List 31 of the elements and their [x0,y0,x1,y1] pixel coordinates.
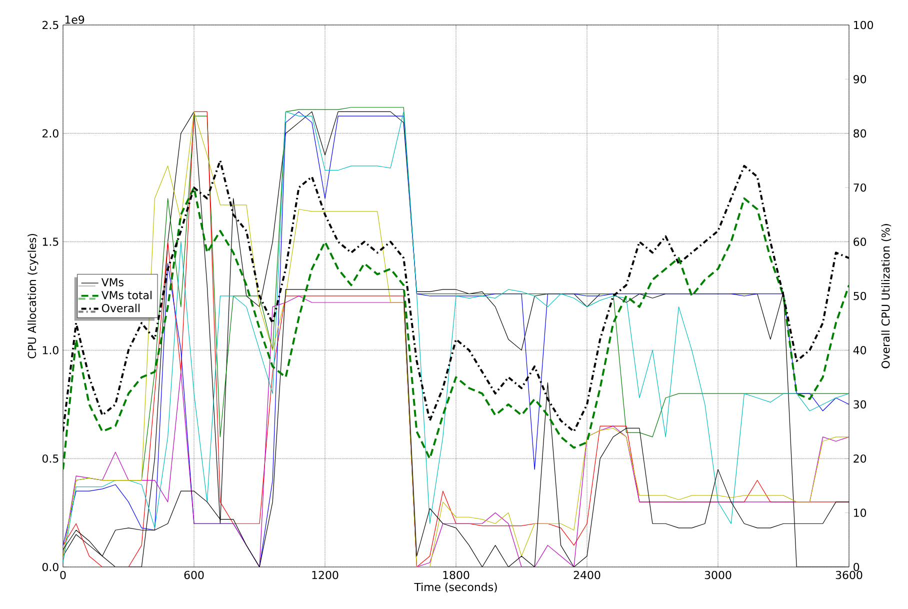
x-axis-title: Time (seconds) [414,582,497,592]
y2-tick-label: 30 [854,400,866,409]
x-tick-label: 0 [60,570,66,580]
y-tick-label: 1.5 [42,238,58,246]
y2-tick-label: 10 [854,508,866,517]
x-tick-label: 600 [184,570,204,580]
x-tick-label: 2400 [574,570,600,580]
y2-tick-label: 90 [854,75,866,84]
y2-tick-label: 20 [854,454,866,463]
x-tick-label: 3000 [704,570,732,580]
y2-tick-label: 100 [854,20,874,30]
y2-tick-label: 70 [854,183,866,192]
legend-label: VMs [101,278,124,286]
y-tick-label: 0.0 [42,562,58,572]
y2-tick-label: 60 [854,238,866,246]
y2-tick-label: 50 [854,292,866,300]
y-axis-title: CPU Allocation (cycles) [28,234,38,358]
legend-label: VMs total [101,290,152,300]
x-tick-label: 1200 [312,570,338,580]
y-tick-label: 2.5 [42,20,58,30]
y-tick-label: 0.5 [42,454,58,463]
x-tick-label: 1800 [443,570,470,580]
text: 1e9 [65,16,84,24]
y2-tick-label: 40 [853,346,866,354]
legend-label: Overall [102,304,140,312]
y-tick-label: 2.0 [42,129,58,138]
x-tick-label: 3600 [836,570,862,580]
y2-tick-label: 0 [854,562,860,572]
y-tick-label: 1.0 [42,346,58,354]
y2-tick-label: 80 [854,129,866,138]
y2-axis-title: Overall CPU Utilization (%) [881,224,892,368]
